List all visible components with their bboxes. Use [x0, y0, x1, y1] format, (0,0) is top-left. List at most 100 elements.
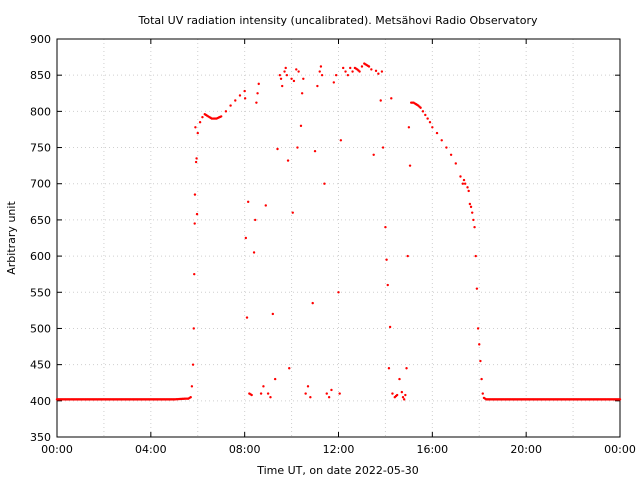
data-point: [440, 139, 443, 142]
data-point: [218, 115, 222, 119]
data-point: [468, 202, 472, 206]
data-point: [421, 110, 425, 113]
data-point: [286, 159, 290, 162]
data-point: [246, 200, 250, 204]
data-point: [285, 73, 289, 77]
data-point: [426, 117, 429, 120]
data-point: [209, 116, 212, 120]
data-point: [512, 398, 515, 401]
data-point: [283, 70, 286, 73]
data-point: [195, 157, 198, 160]
x-tick-label: 00:00: [41, 443, 73, 456]
y-tick-label: 450: [30, 359, 51, 372]
data-point: [136, 398, 140, 401]
data-point: [390, 97, 393, 100]
data-point: [249, 393, 252, 396]
data-point: [386, 283, 389, 287]
data-point: [304, 392, 307, 395]
y-tick-label: 600: [30, 250, 51, 263]
data-point: [364, 63, 367, 66]
data-point: [171, 398, 175, 401]
data-point: [405, 367, 408, 370]
data-point: [266, 392, 270, 395]
data-point: [500, 398, 503, 401]
data-point: [296, 146, 299, 149]
data-point: [479, 359, 482, 363]
data-point: [372, 153, 375, 156]
data-point: [605, 398, 609, 401]
data-point: [332, 81, 336, 84]
data-point: [185, 397, 189, 400]
data-point: [234, 99, 237, 102]
data-point: [381, 146, 385, 149]
data-point: [357, 69, 360, 72]
data-point: [473, 225, 476, 229]
data-point: [252, 251, 256, 254]
data-point: [480, 377, 483, 381]
data-point: [394, 394, 398, 398]
data-point: [160, 398, 163, 401]
data-point: [183, 397, 187, 400]
data-points: [55, 62, 622, 401]
x-tick-label: 12:00: [323, 443, 355, 456]
data-point: [214, 117, 217, 120]
data-point: [278, 73, 282, 77]
data-point: [398, 377, 401, 381]
data-point: [320, 73, 324, 77]
data-point: [193, 272, 196, 276]
data-point: [377, 72, 380, 75]
data-point: [191, 363, 195, 366]
data-point: [244, 236, 248, 240]
data-point: [374, 69, 378, 73]
tick-layer: 350 400 450 500 550 600 650 700 750 800 850 900 00:0…: [30, 33, 636, 456]
data-point: [224, 110, 228, 113]
data-point: [276, 147, 279, 151]
data-point: [257, 82, 260, 86]
data-point: [288, 367, 291, 370]
data-point: [404, 393, 407, 397]
data-point: [264, 204, 267, 207]
data-point: [323, 182, 326, 185]
data-point: [190, 385, 194, 388]
data-point: [391, 392, 394, 395]
data-point: [435, 131, 439, 135]
data-point: [311, 301, 314, 305]
data-point: [467, 189, 470, 193]
data-point: [211, 117, 215, 120]
data-point: [594, 398, 597, 401]
data-point: [617, 398, 621, 401]
data-point: [339, 139, 343, 142]
data-point: [483, 397, 487, 400]
y-tick-label: 500: [30, 322, 51, 335]
data-point: [338, 392, 341, 395]
data-point: [408, 164, 412, 167]
data-point: [297, 70, 300, 73]
data-point: [570, 398, 574, 401]
chart-title: Total UV radiation intensity (uncalibrat…: [138, 14, 538, 27]
data-point: [255, 101, 258, 104]
data-point: [424, 113, 427, 117]
data-point: [192, 327, 195, 330]
data-point: [535, 398, 538, 401]
data-point: [196, 131, 199, 135]
data-point: [290, 77, 293, 81]
data-point: [354, 67, 358, 70]
data-point: [281, 84, 284, 88]
data-point: [454, 162, 457, 165]
data-point: [459, 175, 462, 178]
data-point: [466, 186, 469, 189]
data-point: [388, 325, 392, 329]
data-point: [418, 105, 421, 108]
data-point: [461, 182, 465, 185]
data-point: [295, 68, 298, 71]
data-point: [337, 291, 340, 294]
data-point: [406, 254, 409, 258]
data-point: [194, 126, 197, 129]
data-point: [316, 84, 319, 88]
data-point: [360, 65, 364, 68]
data-point: [400, 390, 404, 394]
data-point: [125, 398, 128, 401]
data-point: [300, 92, 304, 95]
